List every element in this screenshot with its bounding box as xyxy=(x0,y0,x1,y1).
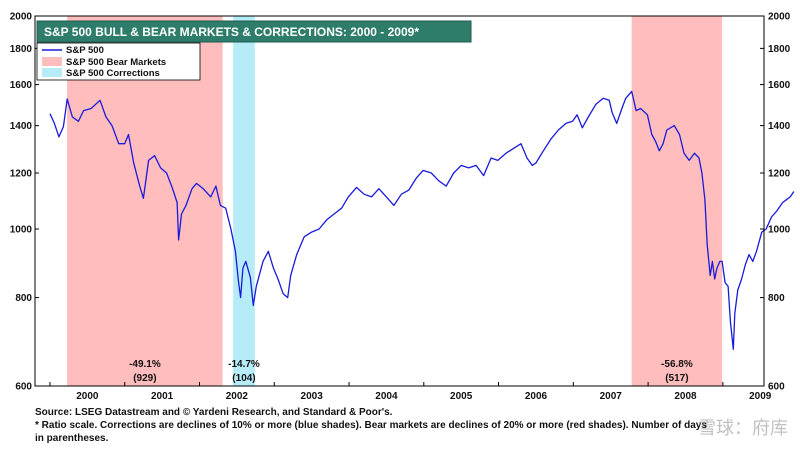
x-tick-label-2000: 2000 xyxy=(76,391,99,402)
footnote-line-1: * Ratio scale. Corrections are declines … xyxy=(35,420,707,431)
series-layer xyxy=(49,90,795,350)
y-tick-label-left-1800: 1800 xyxy=(10,44,33,55)
chart-title-box: S&P 500 BULL & BEAR MARKETS & CORRECTION… xyxy=(36,20,472,43)
y-tick-label-left-1200: 1200 xyxy=(10,168,33,179)
y-tick-label-left-800: 800 xyxy=(15,293,32,304)
y-tick-label-left-1400: 1400 xyxy=(10,121,33,132)
y-tick-label-left-600: 600 xyxy=(15,382,32,393)
bear-1-days-label: (929) xyxy=(133,373,156,384)
plot-frame xyxy=(34,15,765,387)
watermark: 雪球：府库 xyxy=(698,418,788,439)
footnote-line-2: in parentheses. xyxy=(35,433,109,444)
chart-title: S&P 500 BULL & BEAR MARKETS & CORRECTION… xyxy=(44,25,419,39)
y-tick-label-right-1200: 1200 xyxy=(768,168,791,179)
x-tick-label-2002: 2002 xyxy=(226,391,249,402)
legend-label-corrections: S&P 500 Corrections xyxy=(66,68,160,79)
x-tick-label-2003: 2003 xyxy=(301,391,324,402)
bear-2-days-label: (517) xyxy=(665,373,688,384)
correction-1-decline-label: -14.7% xyxy=(228,359,260,370)
x-tick-label-2007: 2007 xyxy=(600,391,623,402)
legend: S&P 500 S&P 500 Bear Markets S&P 500 Cor… xyxy=(36,42,201,81)
x-axis-ticks: 2000 2001 2002 2003 2004 2005 2006 2007 2008 2009 xyxy=(49,382,772,402)
legend-swatch-bear xyxy=(42,57,62,66)
x-tick-label-2004: 2004 xyxy=(375,391,398,402)
y-tick-label-right-600: 600 xyxy=(768,382,785,393)
y-tick-label-left-1600: 1600 xyxy=(10,80,33,91)
x-tick-label-2006: 2006 xyxy=(525,391,548,402)
x-tick-label-2001: 2001 xyxy=(151,391,174,402)
title-background xyxy=(36,20,472,43)
x-tick-label-2009: 2009 xyxy=(749,391,772,402)
legend-swatch-corrections xyxy=(42,68,62,77)
correction-1-days-label: (104) xyxy=(232,373,255,384)
y-tick-label-left-1000: 1000 xyxy=(10,225,33,236)
x-tick-label-2005: 2005 xyxy=(450,391,473,402)
correction-band-1 xyxy=(233,16,255,386)
bear-market-band-2 xyxy=(631,16,723,386)
legend-label-bear: S&P 500 Bear Markets xyxy=(66,57,166,68)
legend-label-sp500: S&P 500 xyxy=(66,45,104,56)
y-tick-label-right-2000: 2000 xyxy=(768,12,791,23)
bear-1-decline-label: -49.1% xyxy=(129,359,161,370)
series-line-sp500 xyxy=(49,90,795,350)
y-tick-label-right-1800: 1800 xyxy=(768,44,791,55)
source-note: Source: LSEG Datastream and © Yardeni Re… xyxy=(35,407,393,418)
y-tick-label-right-1400: 1400 xyxy=(768,121,791,132)
period-annotations: -49.1% (929) -56.8% (517) -14.7% (104) xyxy=(129,359,693,384)
y-axis-ticks: 600 600 800 800 1000 1000 1200 1200 1400 1400 1600… xyxy=(10,12,791,393)
y-tick-label-right-1600: 1600 xyxy=(768,80,791,91)
legend-box xyxy=(36,42,201,81)
x-tick-label-2008: 2008 xyxy=(674,391,697,402)
y-tick-label-right-1000: 1000 xyxy=(768,225,791,236)
bear-2-decline-label: -56.8% xyxy=(661,359,693,370)
y-tick-label-left-2000: 2000 xyxy=(10,12,33,23)
y-tick-label-right-800: 800 xyxy=(768,293,785,304)
